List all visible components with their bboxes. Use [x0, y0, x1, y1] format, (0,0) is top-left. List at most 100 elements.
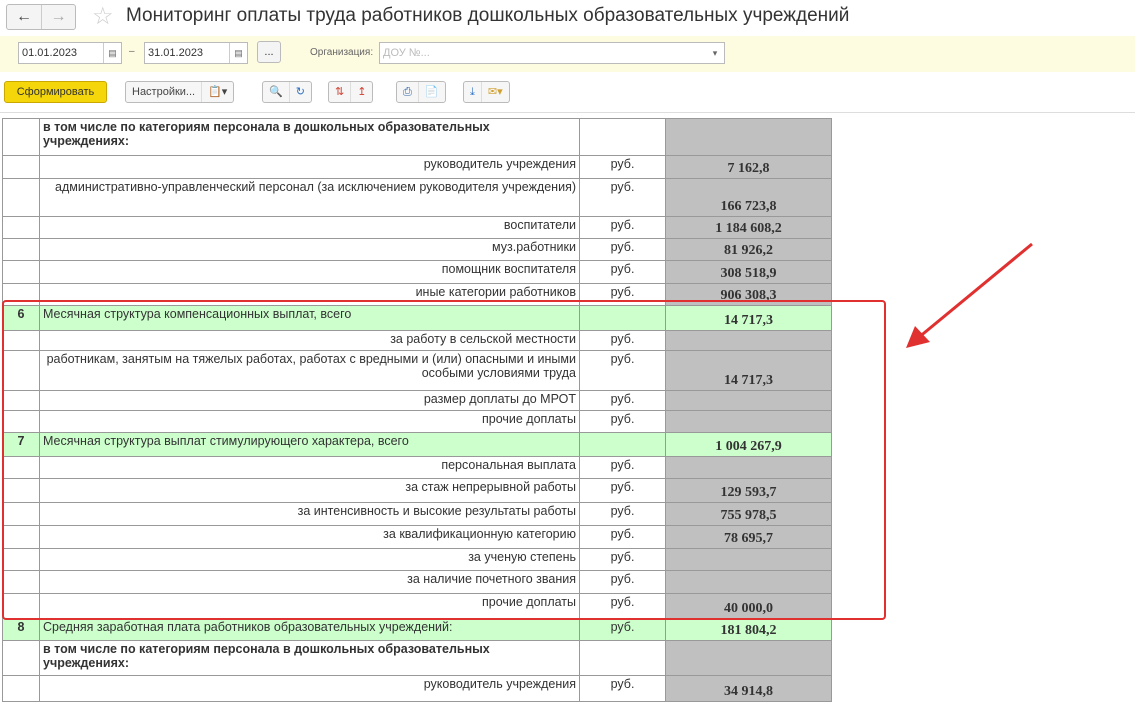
table-row: за стаж непрерывной работы руб. 129 593,7 — [2, 478, 832, 503]
row-unit[interactable] — [579, 118, 666, 156]
back-button[interactable]: ← — [16, 8, 32, 25]
row-label[interactable]: Месячная структура выплат стимулирующего… — [39, 432, 580, 457]
table-row: 7 Месячная структура выплат стимулирующег… — [2, 432, 832, 457]
table-row: за квалификационную категорию руб. 78 695,… — [2, 525, 832, 549]
row-value[interactable]: 166 723,8 — [665, 178, 832, 217]
row-value[interactable] — [665, 410, 832, 433]
row-unit[interactable]: руб. — [579, 410, 666, 433]
row-unit[interactable]: руб. — [579, 618, 666, 641]
row-value[interactable]: 1 004 267,9 — [665, 432, 832, 457]
row-number[interactable]: 7 — [2, 432, 40, 457]
save-icon[interactable]: ⤓ — [470, 86, 475, 98]
table-row: работникам, занятым на тяжелых работах, … — [2, 350, 832, 391]
row-value[interactable]: 14 717,3 — [665, 305, 832, 331]
expand-groups-icon[interactable]: ⇅ — [335, 86, 345, 98]
row-value[interactable] — [665, 548, 832, 571]
table-row: за работу в сельской местности руб. — [2, 330, 832, 351]
row-number[interactable] — [2, 502, 40, 526]
organization-value: ДОУ №... — [383, 47, 430, 59]
table-row: руководитель учреждения руб. 34 914,8 — [2, 675, 832, 702]
print-preview-icon[interactable]: 📄 — [417, 82, 445, 102]
page-title: Мониторинг оплаты труда работников дошко… — [126, 5, 850, 26]
row-unit[interactable]: руб. — [579, 570, 666, 594]
date-from-field[interactable]: 01.01.2023 ▤ — [18, 42, 122, 64]
variants-icon[interactable]: 📋▾ — [201, 82, 233, 102]
period-select-button[interactable]: ... — [257, 41, 281, 63]
date-from-value: 01.01.2023 — [22, 47, 78, 59]
table-row: 6 Месячная структура компенсационных выпл… — [2, 305, 832, 331]
print-group: ⎙ 📄 — [396, 81, 446, 103]
row-label[interactable]: Месячная структура компенсационных выпла… — [39, 305, 580, 331]
row-unit[interactable]: руб. — [579, 238, 666, 261]
row-label[interactable]: руководитель учреждения — [39, 155, 580, 179]
table-row: персональная выплата руб. — [2, 456, 832, 479]
table-row: руководитель учреждения руб. 7 162,8 — [2, 155, 832, 179]
date-to-field[interactable]: 31.01.2023 ▤ — [144, 42, 248, 64]
divider — [0, 112, 1135, 113]
row-number[interactable] — [2, 525, 40, 549]
organization-field[interactable]: ДОУ №... ▾ — [379, 42, 725, 64]
dropdown-icon[interactable]: ▾ — [712, 48, 718, 58]
date-to-value: 31.01.2023 — [148, 47, 204, 59]
table-row: в том числе по категориям персонала в до… — [2, 118, 832, 156]
row-value[interactable] — [665, 456, 832, 479]
row-label[interactable]: муз.работники — [39, 238, 580, 261]
row-value[interactable]: 14 717,3 — [665, 350, 832, 391]
calendar-icon[interactable]: ▤ — [229, 43, 247, 63]
row-value[interactable] — [665, 640, 832, 676]
row-label[interactable]: за ученую степень — [39, 548, 580, 571]
row-label[interactable]: прочие доплаты — [39, 593, 580, 619]
row-number[interactable] — [2, 155, 40, 179]
row-value[interactable]: 129 593,7 — [665, 478, 832, 503]
row-unit[interactable]: руб. — [579, 675, 666, 702]
row-label[interactable]: помощник воспитателя — [39, 260, 580, 284]
print-icon[interactable]: ⎙ — [403, 86, 412, 98]
search-group: 🔍 ↻ — [262, 81, 312, 103]
row-label[interactable]: за стаж непрерывной работы — [39, 478, 580, 503]
row-unit[interactable] — [579, 305, 666, 331]
filter-bar: 01.01.2023 ▤ – 31.01.2023 ▤ ... Организаци… — [0, 36, 1135, 72]
favorite-star-icon[interactable]: ☆ — [92, 3, 114, 30]
forward-button[interactable]: → — [41, 5, 75, 29]
table-row: 8 Средняя заработная плата работников обр… — [2, 618, 832, 641]
row-number[interactable]: 6 — [2, 305, 40, 331]
row-unit[interactable]: руб. — [579, 502, 666, 526]
table-row: прочие доплаты руб. — [2, 410, 832, 433]
row-unit[interactable]: руб. — [579, 593, 666, 619]
row-value[interactable]: 34 914,8 — [665, 675, 832, 702]
row-label[interactable]: за наличие почетного звания — [39, 570, 580, 594]
row-label[interactable]: работникам, занятым на тяжелых работах, … — [39, 350, 580, 391]
table-row: в том числе по категориям персонала в до… — [2, 640, 832, 676]
row-label[interactable]: персональная выплата — [39, 456, 580, 479]
email-icon[interactable]: ✉▾ — [480, 82, 509, 102]
group-toggle: ⇅ ↥ — [328, 81, 374, 103]
row-label[interactable]: в том числе по категориям персонала в до… — [39, 118, 580, 156]
search-icon[interactable]: 🔍 — [269, 86, 283, 98]
settings-group: Настройки... 📋▾ — [125, 81, 235, 103]
row-label[interactable]: административно-управленческий персонал … — [39, 178, 580, 217]
row-label[interactable]: Средняя заработная плата работников обра… — [39, 618, 580, 641]
row-unit[interactable]: руб. — [579, 456, 666, 479]
row-value[interactable] — [665, 118, 832, 156]
row-unit[interactable]: руб. — [579, 178, 666, 217]
row-number[interactable] — [2, 178, 40, 217]
settings-button[interactable]: Настройки... — [132, 86, 196, 98]
row-value[interactable] — [665, 330, 832, 351]
organization-label: Организация: — [310, 47, 374, 58]
row-unit[interactable]: руб. — [579, 525, 666, 549]
table-row: прочие доплаты руб. 40 000,0 — [2, 593, 832, 619]
date-separator: – — [129, 46, 135, 57]
calendar-icon[interactable]: ▤ — [103, 43, 121, 63]
row-value[interactable]: 755 978,5 — [665, 502, 832, 526]
row-label[interactable]: в том числе по категориям персонала в до… — [39, 640, 580, 676]
row-value[interactable]: 81 926,2 — [665, 238, 832, 261]
row-value[interactable]: 1 184 608,2 — [665, 216, 832, 239]
row-label[interactable]: за квалификационную категорию — [39, 525, 580, 549]
row-value[interactable]: 40 000,0 — [665, 593, 832, 619]
generate-button[interactable]: Сформировать — [4, 81, 107, 103]
search-next-icon[interactable]: ↻ — [288, 82, 311, 102]
collapse-groups-icon[interactable]: ↥ — [350, 82, 372, 102]
export-group: ⤓ ✉▾ — [463, 81, 510, 103]
row-value[interactable]: 308 518,9 — [665, 260, 832, 284]
row-unit[interactable]: руб. — [579, 260, 666, 284]
